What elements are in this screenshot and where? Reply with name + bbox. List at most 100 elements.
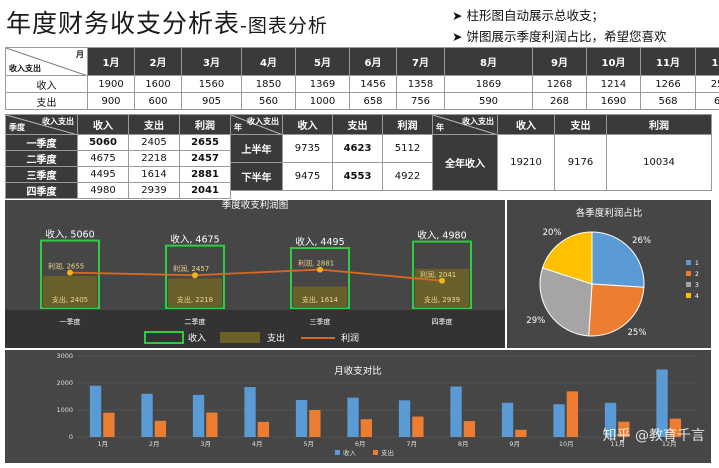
income-bar	[656, 369, 668, 437]
x-tick-label: 9月	[509, 440, 520, 448]
month-cell: 600	[134, 92, 182, 110]
x-tick-label: 3月	[200, 440, 211, 448]
legend-income-label: 收入	[188, 332, 206, 344]
legend-expense-swatch	[220, 332, 260, 343]
month-cell: 1358	[396, 75, 445, 93]
month-cell: 1690	[586, 92, 641, 110]
half-table-corner: 收入支出 年	[230, 114, 283, 135]
expense-bar	[618, 421, 630, 437]
y-tick-label: 1000	[56, 406, 73, 414]
profit-point	[439, 277, 445, 284]
half-cell: 4553	[332, 162, 383, 191]
expense-bar	[566, 391, 579, 437]
expense-bar	[360, 419, 373, 437]
x-tick-label: 2月	[149, 440, 160, 448]
month-cell: 900	[87, 92, 135, 110]
month-cell: 590	[444, 92, 533, 110]
chart-title: 各季度利润占比	[576, 207, 643, 219]
pie-chart-panel: 各季度利润占比 26% 25% 29% 20% 1 2 3 4	[507, 200, 711, 348]
month-cell: 1560	[181, 75, 242, 93]
half-cell: 5112	[382, 134, 433, 163]
title-main: 年度财务收支分析表	[6, 9, 241, 38]
year-header-expense: 支出	[554, 114, 607, 135]
expense-bar	[154, 420, 167, 437]
year-row-label: 全年收入	[432, 134, 498, 191]
month-cell: 568	[640, 92, 696, 110]
quarter-cell: 2881	[179, 166, 231, 183]
expense-bar	[43, 275, 97, 308]
quarter-header-profit: 利润	[179, 114, 231, 135]
month-header: 3月	[181, 47, 242, 76]
expense-bar	[415, 268, 469, 308]
legend-expense-label: 支出	[267, 332, 285, 344]
quarter-cell: 4980	[77, 182, 129, 199]
month-header: 10月	[586, 47, 641, 76]
half-row-label: 下半年	[230, 162, 283, 191]
x-tick-label: 12月	[662, 440, 677, 448]
month-cell: 681	[695, 92, 719, 110]
note-pie-chart: ➤ 饼图展示季度利润占比，希望您喜欢	[452, 29, 667, 44]
header: 年度财务收支分析表-图表分析 ➤ 柱形图自动展示总收支； ➤ 饼图展示季度利润占…	[0, 0, 719, 46]
half-cell: 4623	[332, 134, 383, 163]
expense-data-label: 支出, 2939	[424, 295, 460, 304]
income-bar	[141, 393, 153, 437]
legend-swatch	[686, 271, 691, 276]
x-tick-label: 8月	[458, 440, 469, 448]
corner-top-label: 收入支出	[42, 117, 74, 126]
month-cell: 1850	[241, 75, 296, 93]
legend-label: 1	[695, 260, 699, 267]
quarter-row-label: 四季度	[5, 182, 78, 199]
profit-data-label: 利润, 2457	[173, 264, 209, 273]
expense-bar	[257, 421, 270, 437]
category-label: 三季度	[310, 317, 331, 326]
half-cell: 9735	[282, 134, 333, 163]
y-tick-label: 3000	[56, 352, 73, 360]
month-cell: 2500	[695, 75, 719, 93]
income-bar	[398, 400, 411, 437]
income-data-label: 收入, 4675	[170, 234, 219, 246]
month-header: 11月	[640, 47, 696, 76]
legend-swatch	[686, 293, 691, 298]
page-title: 年度财务收支分析表-图表分析	[6, 4, 328, 40]
month-header: 9月	[532, 47, 587, 76]
month-cell: 560	[241, 92, 296, 110]
income-data-label: 收入, 4495	[295, 236, 344, 248]
half-cell: 9475	[282, 162, 333, 191]
year-cell: 19210	[497, 134, 555, 191]
quarter-row-label: 一季度	[5, 134, 78, 151]
legend-swatch	[373, 450, 378, 455]
income-bar	[347, 397, 359, 437]
category-label: 二季度	[185, 317, 206, 326]
expense-bar	[669, 418, 682, 437]
pie-data-label: 26%	[632, 236, 651, 246]
expense-bar	[515, 429, 527, 437]
month-header: 2月	[134, 47, 182, 76]
y-tick-label: 0	[69, 433, 73, 441]
row-label-income: 收入	[5, 75, 88, 93]
corner-bottom-label: 季度	[9, 123, 25, 132]
half-year-table: 收入支出 年 收入 支出 利润 上半年 9735 4623 5112 下半年 9475 4…	[230, 114, 433, 191]
half-header-income: 收入	[282, 114, 333, 135]
legend-swatch	[686, 282, 691, 287]
quarter-cell: 2405	[128, 134, 180, 151]
month-cell: 1369	[295, 75, 350, 93]
y-tick-label: 2000	[56, 379, 73, 387]
pie-slice	[591, 231, 645, 288]
quarter-header-income: 收入	[77, 114, 129, 135]
year-cell: 10034	[606, 134, 712, 191]
category-label: 一季度	[60, 317, 81, 326]
chart-title: 月收支对比	[334, 365, 382, 377]
expense-bar	[293, 286, 347, 308]
expense-data-label: 支出, 1614	[302, 295, 339, 304]
legend-swatch	[686, 260, 691, 265]
profit-line	[69, 268, 443, 282]
expense-bar	[412, 416, 424, 437]
year-table: 收入支出 年 收入 支出 利润 全年收入 19210 9176 10034	[432, 114, 712, 191]
profit-data-label: 利润, 2041	[420, 270, 456, 279]
quarter-table: 收入支出 季度 收入 支出 利润 一季度 5060 2405 2655 二季度 4675…	[5, 114, 231, 199]
year-cell: 9176	[554, 134, 607, 191]
month-cell: 1000	[295, 92, 350, 110]
quarter-cell: 4675	[77, 150, 129, 167]
legend-label: 4	[695, 293, 699, 300]
